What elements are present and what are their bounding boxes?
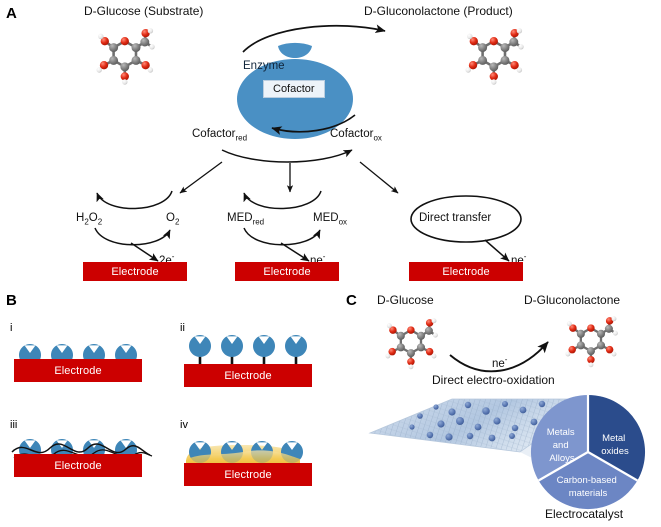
mediator-electron-charge: - xyxy=(322,252,326,261)
pie-label-carbon-based: Carbon-based materials xyxy=(557,475,620,499)
medred-sub: red xyxy=(252,217,265,227)
mediator-red-label: MEDred xyxy=(227,212,264,226)
panel-c-product-label: D-Gluconolactone xyxy=(524,293,621,307)
cofactor-ox-label: Cofactorox xyxy=(330,128,382,142)
peroxide-electron-charge: - xyxy=(171,252,175,261)
glucose-molecule-a xyxy=(95,26,157,86)
direct-transfer-label: Direct transfer xyxy=(419,212,492,224)
o2-o: O xyxy=(166,212,175,224)
branch-arrow-peroxide xyxy=(179,161,223,194)
cofactor-box: Cofactor xyxy=(263,80,325,98)
electrode-mediated: Electrode xyxy=(235,262,339,281)
direct-electro-oxidation-label: Direct electro-oxidation xyxy=(432,373,555,387)
substrate-to-product-arrow xyxy=(242,24,386,53)
pie-label-metal-oxides: Metal oxides xyxy=(601,433,629,457)
enzyme-label: Enzyme xyxy=(243,60,285,72)
pie-label-metals-alloys: Metals and Alloys xyxy=(547,427,578,464)
panel-b-item-ii-numeral: ii xyxy=(180,322,185,334)
h2o2-sub1: 2 xyxy=(84,217,89,227)
peroxide-electron-arrow xyxy=(130,242,159,262)
panel-c-reactant-label: D-Glucose xyxy=(377,293,434,307)
branch-arrow-direct xyxy=(359,161,399,194)
mediator-electron-arrow xyxy=(280,242,310,262)
panel-b-item-iii-numeral: iii xyxy=(10,419,18,431)
panel-c-letter: C xyxy=(346,292,357,309)
mediator-bottom-arc xyxy=(243,227,321,246)
cofactor-ox-base: Cofactor xyxy=(330,128,374,140)
panel-b-graphics xyxy=(11,335,308,466)
panel-b-letter: B xyxy=(6,292,17,309)
peroxide-species-label: H2O2 xyxy=(76,212,102,226)
polymer-chain-1 xyxy=(11,443,151,456)
electrocatalyst-caption: Electrocatalyst xyxy=(545,507,624,521)
o2-sub: 2 xyxy=(174,217,180,227)
cofactor-red-subscript: red xyxy=(235,133,248,143)
panel-a-letter: A xyxy=(6,5,17,22)
panel-b-item-iv-numeral: iv xyxy=(180,419,188,431)
oxygen-species-label: O2 xyxy=(166,212,179,226)
electrode-b-iv: Electrode xyxy=(184,463,312,486)
cofactor-red-to-ox-arrow xyxy=(221,149,353,163)
panel-a-substrate-label: D-Glucose (Substrate) xyxy=(84,4,204,18)
cofactor-red-base: Cofactor xyxy=(192,128,236,140)
panel-c-electron-count: ne xyxy=(492,357,505,370)
panel-c-electron-label: ne- xyxy=(492,355,507,370)
cofactor-red-label: Cofactorred xyxy=(192,128,247,142)
panel-a-graphics xyxy=(94,24,526,262)
electrode-b-i: Electrode xyxy=(14,359,142,382)
panel-b-iv-graphics xyxy=(186,441,304,466)
medox-base: MED xyxy=(313,212,339,224)
electrode-b-ii: Electrode xyxy=(184,364,312,387)
direct-electron-charge: - xyxy=(523,252,527,261)
medox-sub: ox xyxy=(338,217,348,227)
direct-electron-arrow xyxy=(484,239,510,262)
matrix-layer-overlay xyxy=(186,450,300,466)
mediator-top-arc xyxy=(243,190,322,210)
electrocatalyst-pie-chart: Metals and Alloys Metal oxides Carbon-ba… xyxy=(530,395,646,510)
peroxide-top-arc xyxy=(96,190,173,210)
panel-c-graphics: Metals and Alloys Metal oxides Carbon-ba… xyxy=(368,315,646,510)
h2o2-sub2: 2 xyxy=(97,217,103,227)
glucose-molecule-c xyxy=(384,317,439,371)
cofactor-recycle-arrow xyxy=(271,114,356,135)
electrode-peroxide: Electrode xyxy=(83,262,187,281)
medred-base: MED xyxy=(227,212,253,224)
gluconolactone-molecule-c xyxy=(564,315,620,369)
panel-b-item-i-numeral: i xyxy=(10,322,13,334)
cofactor-ox-subscript: ox xyxy=(373,133,382,143)
direct-transfer-oval xyxy=(410,195,522,243)
h2o2-h: H xyxy=(76,212,85,224)
panel-c-electron-charge: - xyxy=(504,355,508,364)
panel-b-ii-graphics xyxy=(189,335,308,365)
mediator-ox-label: MEDox xyxy=(313,212,347,226)
electrode-b-iii: Electrode xyxy=(14,454,142,477)
gluconolactone-molecule-a xyxy=(464,26,526,86)
panel-a-product-label: D-Gluconolactone (Product) xyxy=(364,4,513,18)
h2o2-o: O xyxy=(88,212,98,224)
electrode-direct: Electrode xyxy=(409,262,523,281)
electro-oxidation-arrow xyxy=(449,341,549,373)
peroxide-bottom-arc xyxy=(94,227,171,246)
